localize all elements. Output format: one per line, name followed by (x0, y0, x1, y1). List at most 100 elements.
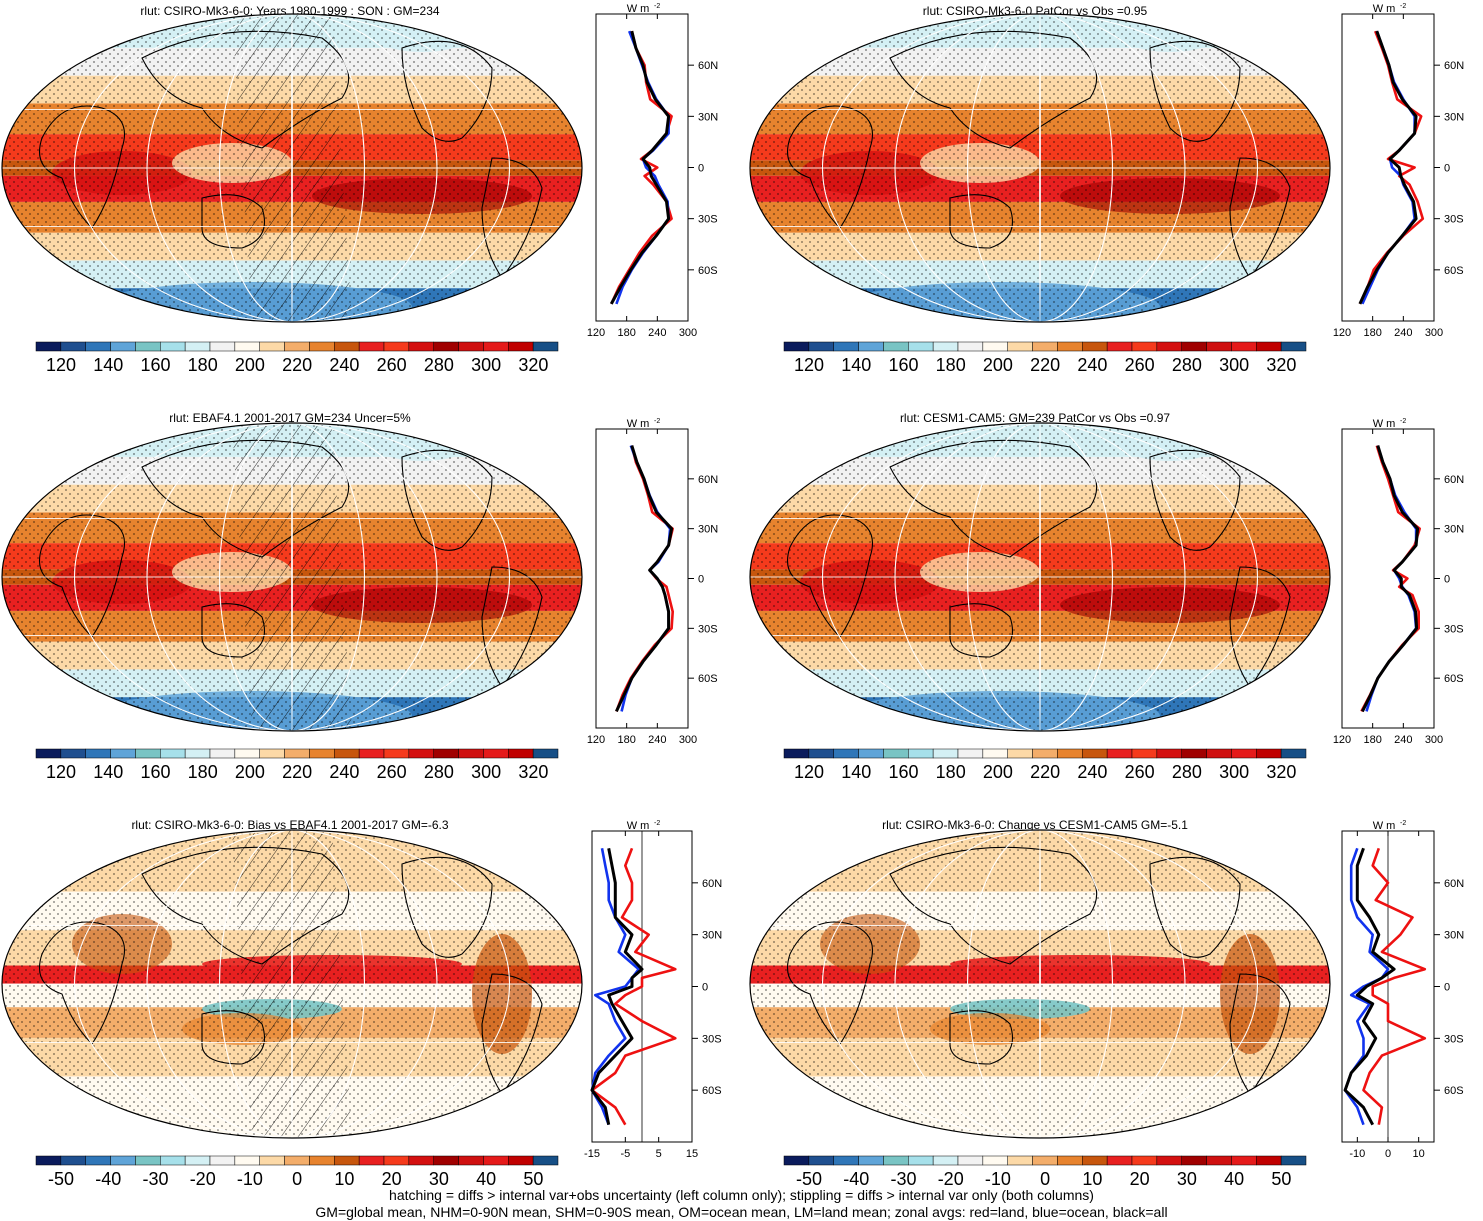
colorbar-tick-label: 260 (1125, 762, 1155, 782)
zonal-unit-sup: -2 (1400, 820, 1406, 827)
zonal-ytick-label: 60S (1444, 673, 1464, 685)
colorbar-cell (284, 341, 310, 352)
colorbar-tick-label: 30 (429, 1169, 449, 1189)
colorbar-tick-label: 320 (518, 762, 548, 782)
colorbar-cell (383, 341, 410, 352)
continent-eurasia (889, 846, 1098, 965)
graticule-meridian (967, 423, 1113, 731)
colorbar-cell (1206, 341, 1232, 352)
colorbar-tick-label: 240 (1077, 355, 1107, 375)
colorbar-cell (858, 341, 884, 352)
colorbar-cell (234, 748, 260, 759)
continent-australia (201, 1010, 266, 1065)
colorbar-tick-label: 300 (1219, 762, 1249, 782)
colorbar-tick-label: 220 (1030, 762, 1060, 782)
zonal-xtick-label: 10 (1413, 1148, 1425, 1160)
colorbar-tick-label: 260 (377, 355, 407, 375)
colorbar-cell (483, 341, 509, 352)
zonal-ytick-label: 60S (698, 265, 718, 277)
zonal-line-ocean (590, 848, 641, 1126)
colorbar-cell (833, 1155, 859, 1166)
zonal-line-all (590, 848, 644, 1125)
graticule-meridian (146, 830, 438, 1138)
zonal-ytick-label: 60S (698, 673, 718, 685)
zonal-ytick-label: 0 (1444, 574, 1450, 586)
colorbar-cell (1181, 748, 1207, 759)
colorbar-cell (309, 1155, 335, 1166)
zonal-panel-6: W m -2 60N 30N 0 30S 60S -10 0 10 (1341, 820, 1464, 1160)
colorbar-cell (1181, 341, 1207, 352)
colorbar-cell (35, 1155, 62, 1166)
zonal-xtick-label: -5 (620, 1148, 630, 1160)
graticule-meridian (291, 830, 293, 1138)
zonal-xtick-label: 180 (1363, 734, 1381, 746)
colorbar-cell (1156, 1155, 1182, 1166)
colorbar-cell (858, 748, 884, 759)
colorbar-tick-label: 120 (794, 762, 824, 782)
zonal-ytick-label: 60N (1444, 474, 1464, 486)
zonal-ytick-label: 0 (1444, 163, 1450, 175)
continent-south-america (481, 566, 543, 688)
colorbar-cell (259, 748, 285, 759)
colorbar-cell (85, 341, 111, 352)
colorbar-cell (1057, 748, 1083, 759)
colorbar-cell (1032, 748, 1058, 759)
colorbar-cell (110, 341, 136, 352)
colorbar-tick-label: 140 (841, 355, 871, 375)
colorbar-cell (1007, 341, 1033, 352)
colorbar-2: 120 140 160 180 200 220 240 260 280 300 320 (783, 341, 1307, 375)
colorbar-cell (259, 1155, 285, 1166)
continent-africa (786, 514, 874, 638)
graticule-meridian (967, 830, 1113, 1138)
continent-africa (786, 105, 874, 229)
colorbar-1: 120 140 160 180 200 220 240 260 280 300 320 (35, 341, 559, 375)
colorbar-cell (1057, 1155, 1083, 1166)
continent-eurasia (889, 439, 1098, 558)
colorbar-tick-label: 0 (1040, 1169, 1050, 1189)
graticule-meridian (291, 423, 293, 731)
colorbar-tick-label: 220 (282, 355, 312, 375)
colorbar-cell (783, 748, 810, 759)
colorbar-cell (184, 748, 211, 759)
colorbar-cell (1156, 341, 1182, 352)
colorbar-5: -50 -40 -30 -20 -10 0 10 20 30 40 50 (35, 1155, 559, 1189)
colorbar-cell (532, 341, 559, 352)
zonal-ytick-label: 30N (1444, 930, 1464, 942)
map-border (1, 422, 583, 732)
colorbar-tick-label: 200 (235, 355, 265, 375)
colorbar-cell (408, 341, 434, 352)
colorbar-tick-label: 220 (282, 762, 312, 782)
colorbar-cell (1032, 341, 1058, 352)
zonal-xtick-label: -10 (1349, 1148, 1365, 1160)
colorbar-cell (982, 748, 1008, 759)
continent-africa (38, 921, 126, 1045)
colorbar-tick-label: 40 (476, 1169, 496, 1189)
colorbar-tick-label: 240 (329, 762, 359, 782)
map-border (1, 829, 583, 1139)
zonal-xtick-label: 300 (1425, 734, 1443, 746)
colorbar-tick-label: 300 (471, 355, 501, 375)
zonal-line-land (1362, 847, 1427, 1125)
colorbar-cell (858, 1155, 884, 1166)
panel-3-title: rlut: EBAF4.1 2001-2017 GM=234 Uncer=5% (169, 411, 411, 425)
colorbar-tick-label: 160 (140, 762, 170, 782)
continent-north-america (401, 40, 493, 142)
colorbar-3: 120 140 160 180 200 220 240 260 280 300 320 (35, 748, 559, 782)
colorbar-cell (458, 748, 484, 759)
colorbar-cell (135, 341, 161, 352)
colorbar-cell (458, 1155, 484, 1166)
map-panel-5 (2, 830, 582, 1138)
continent-south-america (481, 157, 543, 279)
colorbar-cell (1206, 1155, 1232, 1166)
colorbar-4: 120 140 160 180 200 220 240 260 280 300 320 (783, 748, 1307, 782)
zonal-line-ocean (615, 30, 670, 305)
zonal-panel-2: W m -2 60N 30N 0 30S 60S 120 180 240 300 (1333, 3, 1464, 339)
zonal-line-all (1343, 847, 1396, 1126)
continent-australia (201, 603, 266, 658)
zonal-xtick-label: 240 (1394, 327, 1412, 339)
colorbar-cell (957, 1155, 984, 1166)
colorbar-tick-label: 160 (888, 355, 918, 375)
continent-eurasia (889, 30, 1098, 149)
zonal-line-all (609, 30, 671, 305)
